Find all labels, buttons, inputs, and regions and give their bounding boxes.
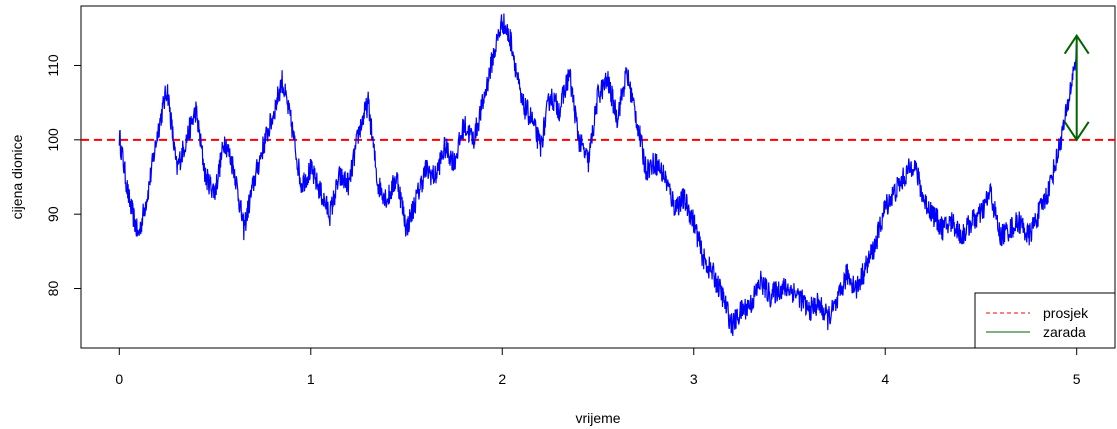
- x-tick-label: 1: [307, 371, 315, 387]
- x-tick-label: 2: [498, 371, 506, 387]
- x-tick-label: 4: [881, 371, 889, 387]
- x-tick-label: 5: [1073, 371, 1081, 387]
- x-tick-label: 3: [690, 371, 698, 387]
- legend: prosjek zarada: [975, 293, 1115, 348]
- legend-label-prosjek: prosjek: [1043, 305, 1089, 321]
- y-tick-label: 80: [45, 281, 61, 297]
- price-series-line: [119, 14, 1076, 336]
- legend-label-zarada: zarada: [1043, 324, 1086, 340]
- x-axis-label: vrijeme: [575, 410, 620, 426]
- axis-ticks: 0 1 2 3 4 5 80 90 100 110: [45, 54, 1081, 387]
- profit-arrow: [1065, 36, 1089, 140]
- series-group: [119, 14, 1076, 336]
- y-axis-label: cijena dionice: [9, 134, 25, 219]
- y-tick-label: 100: [45, 128, 61, 152]
- y-tick-label: 110: [45, 54, 61, 77]
- x-tick-label: 0: [115, 371, 123, 387]
- y-tick-label: 90: [45, 206, 61, 222]
